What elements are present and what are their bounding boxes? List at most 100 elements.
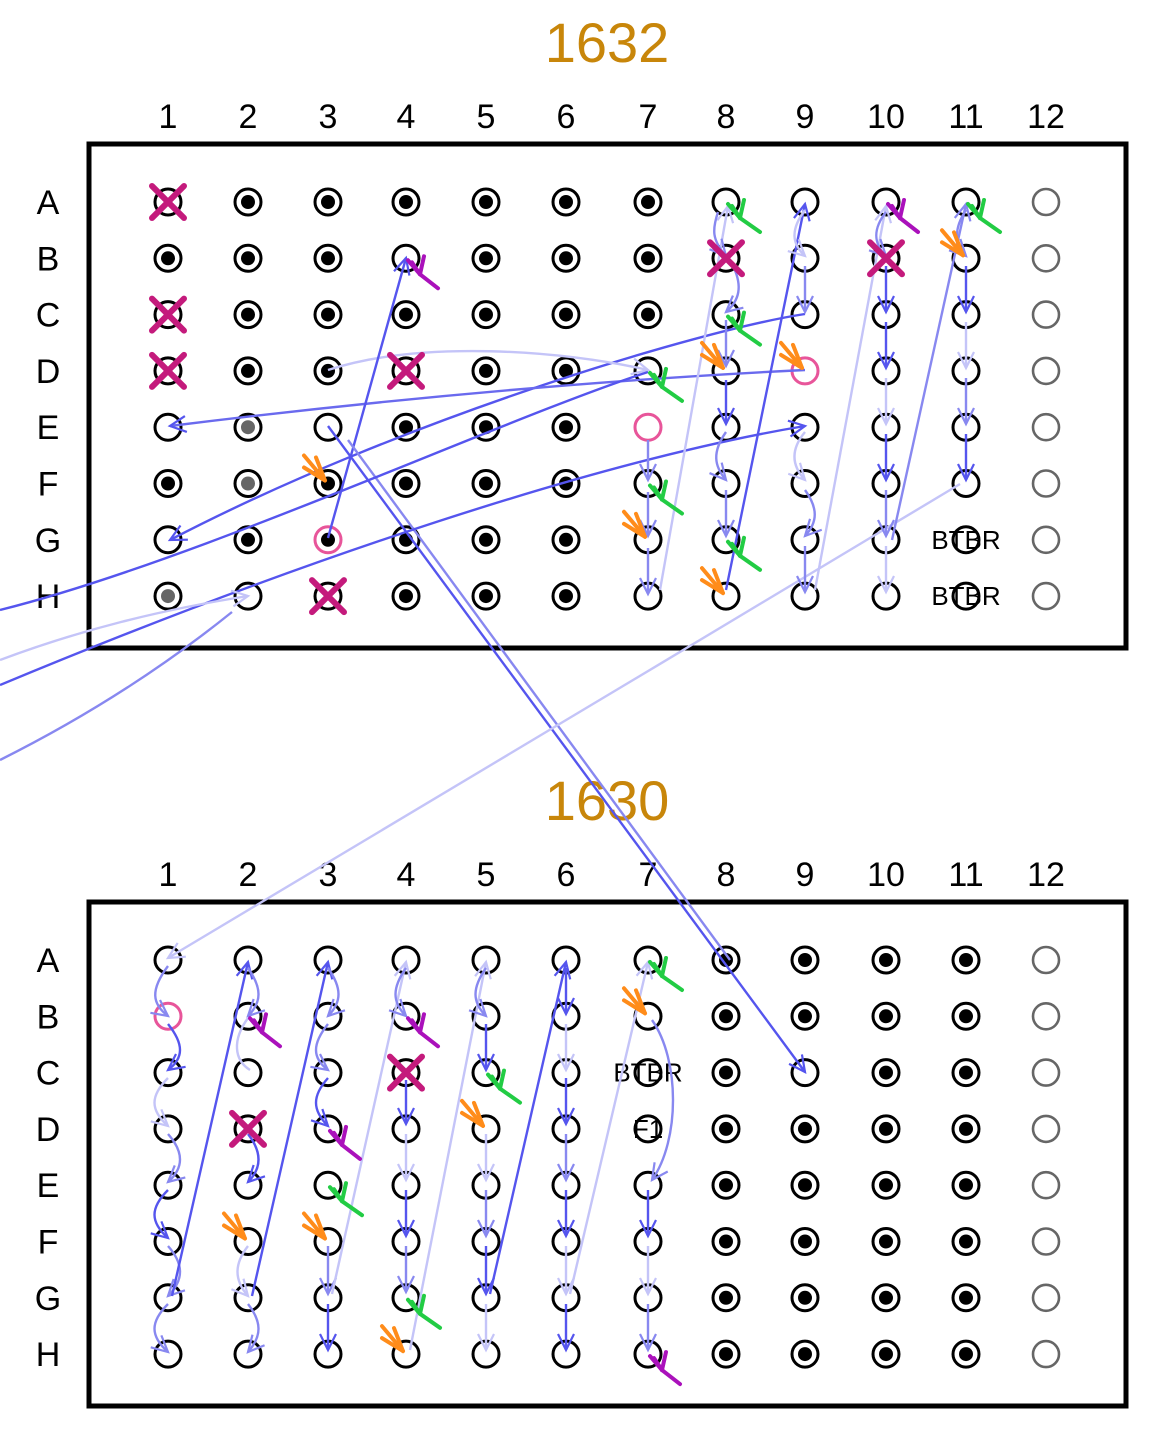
orange-mark <box>302 453 327 483</box>
arrow <box>167 368 806 434</box>
well <box>1031 1283 1061 1313</box>
well <box>391 581 421 611</box>
well-circle <box>153 412 183 442</box>
well <box>871 1283 901 1313</box>
well-circle <box>153 525 183 555</box>
column-label: 1 <box>159 98 178 136</box>
well-circle <box>1031 412 1061 442</box>
well-circle <box>1031 1114 1061 1144</box>
well-fill-dot <box>321 251 335 266</box>
x-mark <box>387 351 425 390</box>
well-fill-dot <box>879 1065 893 1080</box>
purple-mark <box>328 1124 362 1161</box>
well-fill-dot <box>321 195 335 209</box>
well <box>1031 1058 1061 1087</box>
well-circle <box>1031 1170 1061 1200</box>
transfer-arrows <box>0 201 975 1354</box>
well <box>551 243 581 273</box>
arrow <box>231 1245 250 1298</box>
well-fill-dot <box>719 1178 733 1193</box>
well <box>471 300 501 330</box>
well <box>391 187 421 217</box>
well-fill-dot <box>321 363 335 378</box>
arrow <box>326 967 346 1018</box>
well <box>1031 945 1061 975</box>
well-marks <box>149 183 1002 1387</box>
well-circle <box>951 581 981 611</box>
well <box>951 1170 981 1200</box>
green-mark <box>726 310 762 347</box>
row-label: E <box>37 1167 60 1205</box>
well-circle <box>790 469 820 498</box>
column-label: 7 <box>639 98 658 136</box>
column-label: 2 <box>239 856 258 894</box>
row-label: C <box>36 1055 61 1093</box>
well <box>391 300 421 330</box>
well-fill-dot <box>479 532 493 547</box>
orange-mark <box>940 228 965 258</box>
orange-mark <box>622 509 647 539</box>
well-circle <box>153 1283 183 1313</box>
well <box>471 243 501 273</box>
row-label: C <box>36 297 61 335</box>
well-fill-dot <box>641 251 655 266</box>
well <box>711 1339 741 1369</box>
orange-mark <box>460 1098 485 1128</box>
well <box>711 1227 741 1256</box>
well-fill-dot <box>798 1347 812 1362</box>
well-circle <box>153 1114 183 1144</box>
x-mark <box>149 295 187 334</box>
well-label: BTBR <box>931 525 1000 555</box>
well-fill-dot <box>798 1009 812 1024</box>
well <box>711 1058 741 1088</box>
x-mark <box>149 183 187 221</box>
well <box>951 1114 981 1144</box>
arrow <box>150 1303 170 1354</box>
arrow <box>327 349 651 376</box>
arrow <box>310 1077 330 1128</box>
well-fill-dot <box>641 195 655 209</box>
well-circle <box>1031 945 1061 975</box>
well <box>1031 1227 1061 1256</box>
well-fill-dot <box>559 363 573 378</box>
well <box>1031 1001 1061 1031</box>
well-fill-dot <box>479 195 493 209</box>
column-label: 7 <box>639 856 658 894</box>
arrow <box>166 1245 186 1298</box>
arrow <box>250 959 334 1297</box>
well <box>313 243 343 273</box>
well-fill-dot <box>559 420 573 435</box>
well <box>153 525 183 555</box>
well <box>633 300 663 330</box>
well-fill-dot <box>559 532 573 547</box>
well-fill-dot <box>161 251 175 266</box>
well <box>711 1001 741 1031</box>
well-fill-dot <box>959 953 973 967</box>
well-fill-dot <box>959 1347 973 1362</box>
well <box>790 1283 820 1313</box>
green-mark <box>648 366 684 403</box>
column-label: 3 <box>319 98 338 136</box>
arrow <box>166 1133 186 1184</box>
well <box>951 945 981 975</box>
well <box>790 1227 820 1256</box>
well <box>233 1170 263 1200</box>
well <box>551 356 581 386</box>
arrow <box>0 419 808 687</box>
well-circle <box>1031 187 1061 217</box>
well <box>1031 1170 1061 1200</box>
well <box>1031 243 1061 273</box>
well-circle <box>1031 1339 1061 1369</box>
column-label: 5 <box>477 98 496 136</box>
well-circle <box>153 1170 183 1200</box>
row-label: B <box>37 240 60 278</box>
well <box>1031 300 1061 329</box>
plate-title: 1632 <box>545 11 670 74</box>
well <box>233 1339 263 1369</box>
row-label: E <box>37 409 60 447</box>
well-circle <box>233 1058 263 1088</box>
well-fill-dot <box>959 1121 973 1136</box>
x-mark <box>707 239 745 278</box>
